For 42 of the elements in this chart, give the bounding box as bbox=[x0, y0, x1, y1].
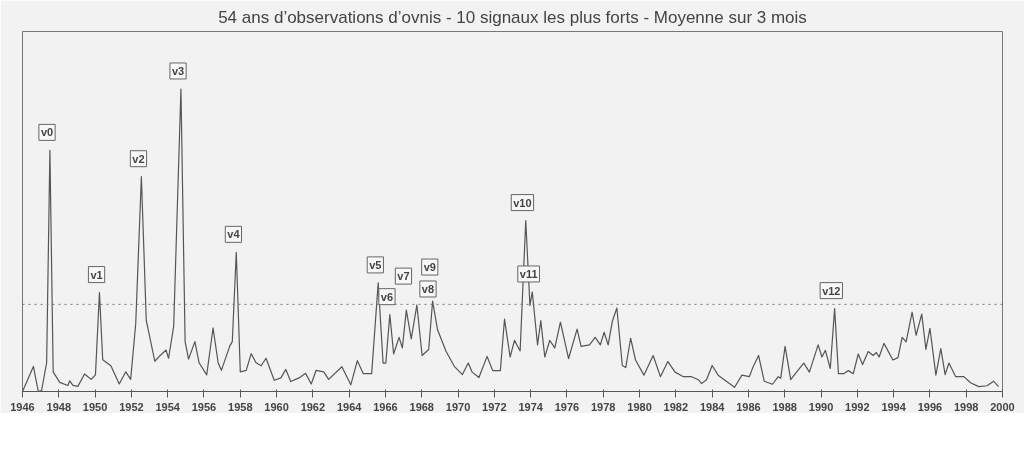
x-tick-label: 1946 bbox=[10, 400, 35, 413]
x-tick-label: 1948 bbox=[46, 400, 72, 413]
x-tick-label: 1992 bbox=[845, 400, 870, 413]
annotation: v0 bbox=[40, 126, 54, 139]
annotation: v2 bbox=[132, 152, 145, 165]
x-tick-label: 1964 bbox=[336, 400, 363, 413]
x-tick-label: 1958 bbox=[228, 400, 253, 413]
x-tick-label: 1996 bbox=[917, 400, 943, 413]
x-tick-label: 1960 bbox=[264, 400, 289, 413]
annotation: v7 bbox=[397, 270, 410, 283]
x-tick-label: 1998 bbox=[953, 400, 979, 413]
x-tick-label: 1976 bbox=[554, 400, 580, 413]
x-tick-label: 1994 bbox=[881, 400, 907, 413]
x-tick-label: 1990 bbox=[808, 400, 834, 413]
annotation: v1 bbox=[90, 268, 103, 281]
x-tick-label: 1952 bbox=[119, 400, 144, 413]
x-tick-label: 1954 bbox=[155, 400, 181, 413]
x-tick-label: 1972 bbox=[482, 400, 507, 413]
annotation: v4 bbox=[227, 228, 241, 241]
x-tick-label: 1956 bbox=[191, 400, 217, 413]
x-tick-label: 1988 bbox=[772, 400, 797, 413]
x-tick-label: 1950 bbox=[82, 400, 108, 413]
x-tick-label: 1982 bbox=[663, 400, 689, 413]
x-tick-label: 1970 bbox=[445, 400, 471, 413]
annotation: v11 bbox=[519, 267, 538, 280]
annotation: v3 bbox=[171, 64, 185, 77]
x-tick-label: 1980 bbox=[627, 400, 652, 413]
x-tick-label: 1962 bbox=[300, 400, 326, 413]
x-tick-label: 1974 bbox=[518, 400, 544, 413]
annotation: v9 bbox=[423, 261, 436, 274]
x-tick-label: 2000 bbox=[990, 400, 1015, 413]
chart-title: 54 ans d’observations d’ovnis - 10 signaux les plus forts - Moyenne sur 3 mois bbox=[218, 7, 807, 27]
annotation: v10 bbox=[513, 196, 532, 209]
x-tick-label: 1966 bbox=[373, 400, 398, 413]
x-tick-label: 1986 bbox=[736, 400, 761, 413]
annotation: v12 bbox=[822, 284, 841, 297]
annotation: v6 bbox=[380, 290, 394, 303]
annotation: v5 bbox=[369, 258, 382, 271]
annotation: v8 bbox=[421, 282, 435, 295]
x-tick-label: 1968 bbox=[409, 400, 435, 413]
x-tick-label: 1984 bbox=[699, 400, 726, 413]
x-tick-label: 1978 bbox=[591, 400, 616, 413]
